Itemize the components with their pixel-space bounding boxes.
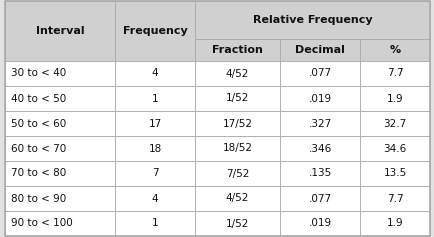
Text: Fraction: Fraction <box>212 45 262 55</box>
Bar <box>279 39 359 61</box>
Bar <box>115 86 194 111</box>
Bar <box>279 211 359 236</box>
Bar <box>194 186 279 211</box>
Bar <box>359 211 429 236</box>
Bar <box>279 161 359 186</box>
Bar <box>279 186 359 211</box>
Text: 40 to < 50: 40 to < 50 <box>11 94 66 104</box>
Bar <box>115 186 194 211</box>
Text: .019: .019 <box>308 94 331 104</box>
Text: 70 to < 80: 70 to < 80 <box>11 169 66 178</box>
Text: 1: 1 <box>151 219 158 228</box>
Bar <box>5 161 115 186</box>
Bar <box>194 39 279 61</box>
Bar <box>115 211 194 236</box>
Bar <box>279 136 359 161</box>
Text: 7/52: 7/52 <box>225 169 249 178</box>
Text: 50 to < 60: 50 to < 60 <box>11 118 66 128</box>
Text: 4/52: 4/52 <box>225 68 249 78</box>
Text: %: % <box>388 45 400 55</box>
Text: 17/52: 17/52 <box>222 118 252 128</box>
Bar <box>5 86 115 111</box>
Text: Interval: Interval <box>36 26 84 36</box>
Text: .019: .019 <box>308 219 331 228</box>
Bar <box>359 136 429 161</box>
Bar <box>359 161 429 186</box>
Text: 18/52: 18/52 <box>222 143 252 154</box>
Text: .135: .135 <box>308 169 331 178</box>
Text: 17: 17 <box>148 118 161 128</box>
Bar <box>5 61 115 86</box>
Bar <box>279 61 359 86</box>
Text: .077: .077 <box>308 68 331 78</box>
Text: 18: 18 <box>148 143 161 154</box>
Bar <box>115 161 194 186</box>
Bar <box>359 61 429 86</box>
Bar <box>115 111 194 136</box>
Bar <box>194 61 279 86</box>
Bar <box>5 111 115 136</box>
Bar <box>194 86 279 111</box>
Bar <box>359 186 429 211</box>
Text: 1: 1 <box>151 94 158 104</box>
Bar <box>359 39 429 61</box>
Text: 60 to < 70: 60 to < 70 <box>11 143 66 154</box>
Bar <box>359 111 429 136</box>
Text: 1.9: 1.9 <box>386 94 402 104</box>
Bar <box>194 136 279 161</box>
Bar <box>115 136 194 161</box>
Text: 1/52: 1/52 <box>225 94 249 104</box>
Text: 30 to < 40: 30 to < 40 <box>11 68 66 78</box>
Bar <box>279 86 359 111</box>
Bar <box>194 161 279 186</box>
Bar <box>5 1 115 61</box>
Bar <box>194 211 279 236</box>
Bar <box>5 186 115 211</box>
Text: 4/52: 4/52 <box>225 193 249 204</box>
Text: Decimal: Decimal <box>294 45 344 55</box>
Text: 13.5: 13.5 <box>382 169 406 178</box>
Text: 80 to < 90: 80 to < 90 <box>11 193 66 204</box>
Text: 7.7: 7.7 <box>386 68 402 78</box>
Text: 34.6: 34.6 <box>382 143 406 154</box>
Text: .327: .327 <box>308 118 331 128</box>
Bar <box>5 136 115 161</box>
Text: 90 to < 100: 90 to < 100 <box>11 219 72 228</box>
Text: 1.9: 1.9 <box>386 219 402 228</box>
Bar <box>115 1 194 61</box>
Text: 4: 4 <box>151 68 158 78</box>
Bar <box>5 211 115 236</box>
Bar <box>359 86 429 111</box>
Text: 7.7: 7.7 <box>386 193 402 204</box>
Bar <box>279 111 359 136</box>
Text: Frequency: Frequency <box>122 26 187 36</box>
Text: 32.7: 32.7 <box>382 118 406 128</box>
Text: 7: 7 <box>151 169 158 178</box>
Text: Relative Frequency: Relative Frequency <box>252 15 372 25</box>
Bar <box>115 61 194 86</box>
Bar <box>194 111 279 136</box>
Text: .346: .346 <box>308 143 331 154</box>
Text: .077: .077 <box>308 193 331 204</box>
Text: 1/52: 1/52 <box>225 219 249 228</box>
Text: 4: 4 <box>151 193 158 204</box>
Bar <box>194 1 429 39</box>
